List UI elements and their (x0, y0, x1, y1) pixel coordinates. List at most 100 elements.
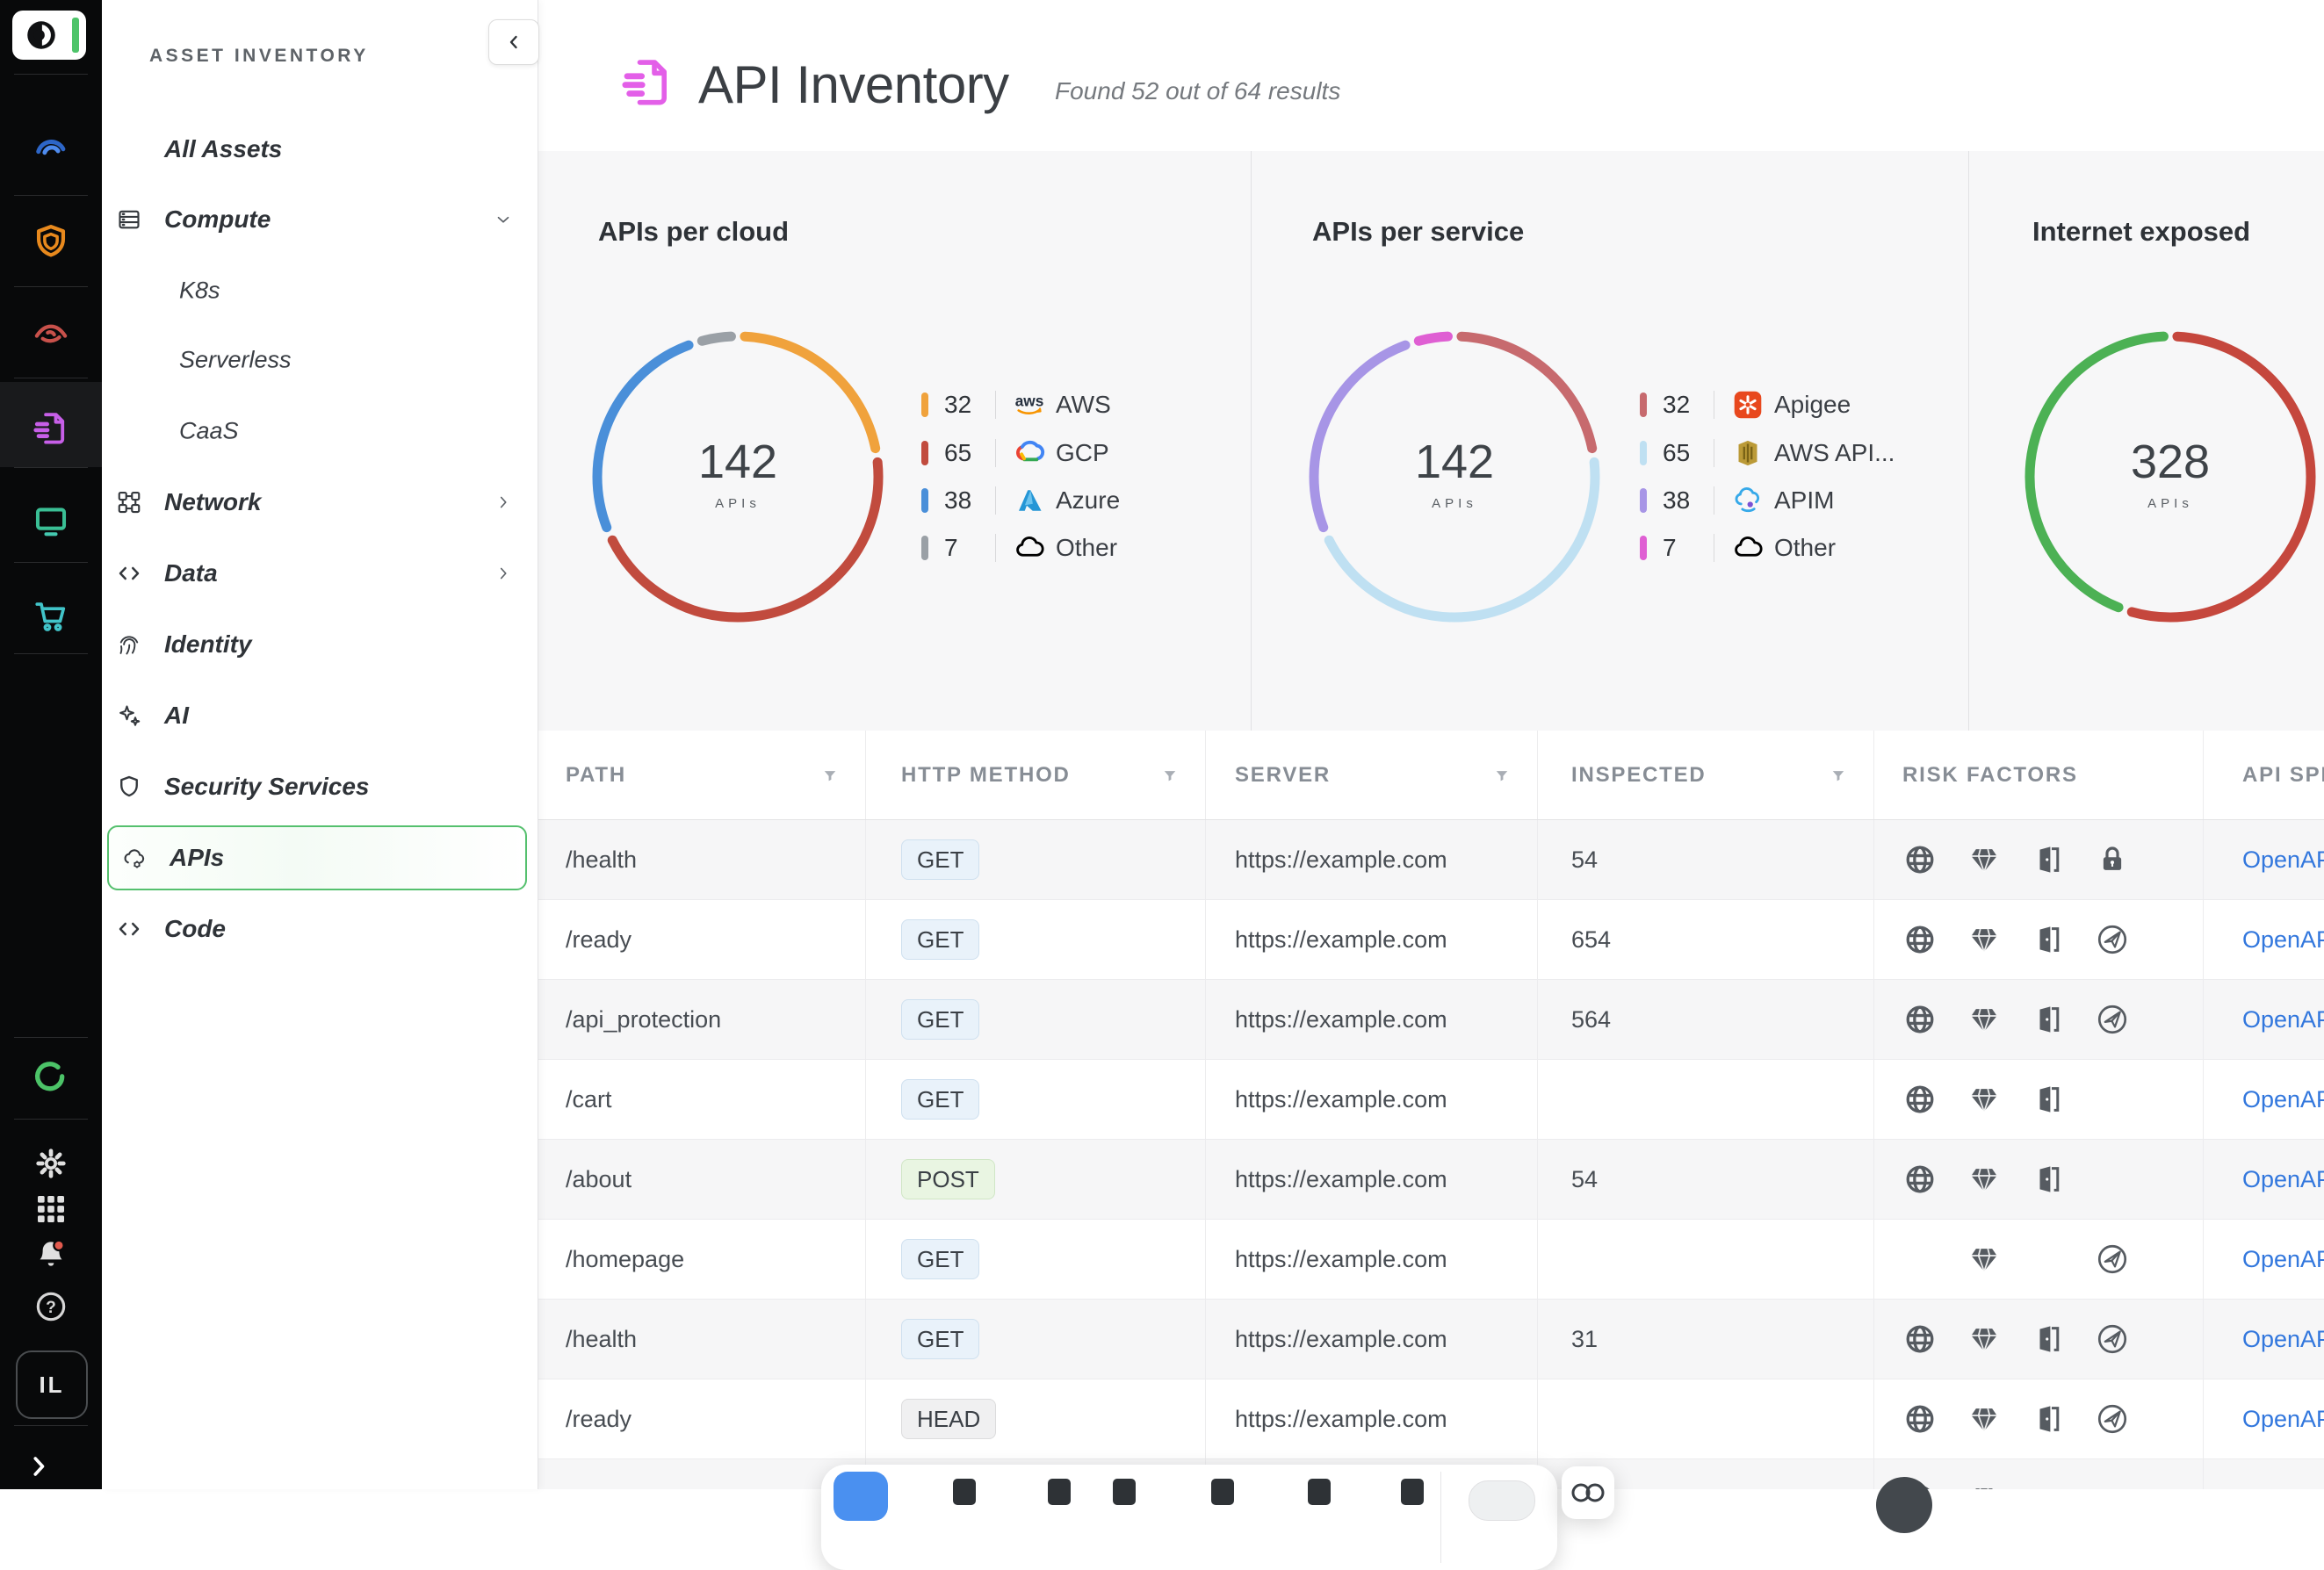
help-icon[interactable]: ? (33, 1289, 69, 1324)
api-spec-link[interactable]: OpenAPI (2242, 1486, 2324, 1490)
gem-icon (1967, 1481, 2002, 1489)
http-method-badge: GET (901, 1239, 979, 1279)
cut-off-fab-button[interactable] (1876, 1477, 1932, 1533)
sparkles-icon (116, 702, 142, 729)
sidebar-collapse-button[interactable] (488, 19, 539, 65)
legend-item-apigee: 32Apigee (1640, 387, 1851, 422)
filter-funnel-icon[interactable] (1830, 767, 1847, 784)
table-row[interactable]: /readyHEADhttps://example.comOpenAPI (538, 1379, 2324, 1459)
path-value: /cart (566, 1086, 612, 1113)
api-spec-link[interactable]: OpenAPI (2242, 846, 2324, 874)
sidebar-item-label: All Assets (164, 135, 282, 163)
primary-action-button[interactable] (834, 1472, 888, 1521)
gauge-icon[interactable] (32, 126, 70, 164)
sidebar-item-data[interactable]: Data (102, 541, 538, 606)
gear-icon[interactable] (33, 1146, 69, 1181)
column-header-risk-factors[interactable]: RISK FACTORS (1874, 731, 2204, 819)
toolbar-icon-fragment[interactable] (1048, 1479, 1071, 1505)
table-row[interactable]: /healthGEThttps://example.com31OpenAPI (538, 1300, 2324, 1379)
code-icon (116, 916, 142, 942)
sidebar-item-all-assets[interactable]: All Assets (102, 117, 538, 182)
column-header-label: HTTP METHOD (901, 763, 1071, 788)
table-row[interactable]: /aboutPOSThttps://example.com54OpenAPI (538, 1140, 2324, 1220)
api-spec-link[interactable]: OpenAPI (2242, 1406, 2324, 1433)
method-cell: POST (866, 1140, 1206, 1219)
sidebar-item-apis[interactable]: APIs (107, 825, 527, 890)
api-spec-link[interactable]: OpenAPI (2242, 1006, 2324, 1033)
risk-factors-cell (1874, 1140, 2204, 1219)
api-spec-link[interactable]: OpenAPI (2242, 1326, 2324, 1353)
api-docs-icon[interactable] (32, 409, 70, 448)
toolbar-toggle-pill[interactable] (1469, 1480, 1535, 1521)
column-header-inspected[interactable]: INSPECTED (1538, 731, 1874, 819)
table-row[interactable]: /homepageGEThttps://example.comOpenAPI (538, 1220, 2324, 1300)
toolbar-icon-fragment[interactable] (1211, 1479, 1234, 1505)
table-row[interactable]: /cartGEThttps://example.comOpenAPI (538, 1060, 2324, 1140)
cloud-gear-icon (121, 846, 148, 873)
table-row[interactable]: /api_protectionGEThttps://example.com564… (538, 980, 2324, 1060)
filter-funnel-icon[interactable] (1161, 767, 1179, 784)
sidebar-item-k8s[interactable]: K8s (102, 258, 538, 323)
toolbar-icon-fragment[interactable] (1308, 1479, 1331, 1505)
api-spec-cell: OpenAPI (2204, 900, 2324, 979)
donut-total: 142 (650, 435, 826, 489)
toolbar-icon-fragment[interactable] (953, 1479, 976, 1505)
monitor-icon[interactable] (32, 502, 70, 541)
table-row[interactable]: /readyGEThttps://example.com654OpenAPI (538, 900, 2324, 980)
column-header-server[interactable]: SERVER (1206, 731, 1538, 819)
filter-funnel-icon[interactable] (1493, 767, 1511, 784)
api-spec-cell: OpenAPI (2204, 820, 2324, 899)
method-cell: GET (866, 1060, 1206, 1139)
region-button[interactable]: IL (16, 1350, 88, 1419)
rail-separator (14, 653, 88, 654)
api-spec-link[interactable]: OpenAPI (2242, 1246, 2324, 1273)
toolbar-aux-button[interactable] (1562, 1466, 1614, 1519)
donut-total: 142 (1367, 435, 1542, 489)
cart-icon[interactable] (32, 597, 70, 636)
rail-separator (14, 74, 88, 75)
apps-grid-icon[interactable] (33, 1192, 69, 1227)
api-spec-link[interactable]: OpenAPI (2242, 1086, 2324, 1113)
door-icon (2031, 1002, 2066, 1037)
table-row[interactable]: /healthGEThttps://example.com54OpenAPI (538, 820, 2324, 900)
path-value: /health (566, 846, 637, 874)
inspected-cell: 54 (1538, 1140, 1874, 1219)
legend-value: 65 (944, 439, 995, 467)
sync-loop-icon[interactable] (33, 1060, 69, 1095)
column-header-path[interactable]: PATH (538, 731, 866, 819)
brand-logo[interactable] (12, 11, 86, 60)
toolbar-icon-fragment[interactable] (1113, 1479, 1136, 1505)
legend-divider (995, 439, 996, 467)
filter-funnel-icon[interactable] (821, 767, 839, 784)
api-spec-link[interactable]: OpenAPI (2242, 1166, 2324, 1193)
sidebar-item-compute[interactable]: Compute (102, 187, 538, 252)
sidebar-item-network[interactable]: Network (102, 470, 538, 535)
sidebar-item-caas[interactable]: CaaS (102, 399, 538, 464)
legend-item-aws: 32awsAWS (921, 387, 1111, 422)
eye-icon[interactable] (32, 314, 70, 353)
rail-expand-chevron-icon[interactable] (23, 1451, 54, 1482)
rail-separator (14, 195, 88, 196)
legend-label: AWS (1056, 391, 1111, 419)
floating-action-toolbar[interactable] (821, 1465, 1557, 1570)
donut-unit: APIs (2082, 496, 2258, 511)
shield-badge-icon[interactable] (32, 222, 70, 261)
column-header-api-spec[interactable]: API SPEC (2204, 731, 2324, 819)
gem-icon (1967, 922, 2002, 957)
legend-value: 7 (944, 534, 995, 562)
sidebar-item-security-services[interactable]: Security Services (102, 754, 538, 819)
toolbar-icon-fragment[interactable] (1401, 1479, 1424, 1505)
sidebar-item-ai[interactable]: AI (102, 683, 538, 748)
api-spec-cell: OpenAPI (2204, 980, 2324, 1059)
bell-icon[interactable] (33, 1237, 69, 1272)
path-value: /ready (566, 926, 632, 954)
api-spec-cell: OpenAPI (2204, 1060, 2324, 1139)
door-icon (2031, 1401, 2066, 1437)
http-method-badge: GET (901, 1079, 979, 1120)
column-header-http-method[interactable]: HTTP METHOD (866, 731, 1206, 819)
sidebar-item-identity[interactable]: Identity (102, 612, 538, 677)
sidebar-item-code[interactable]: Code (102, 897, 538, 961)
sidebar-item-serverless[interactable]: Serverless (102, 328, 538, 392)
api-spec-link[interactable]: OpenAPI (2242, 926, 2324, 954)
azure-icon (1014, 485, 1045, 516)
